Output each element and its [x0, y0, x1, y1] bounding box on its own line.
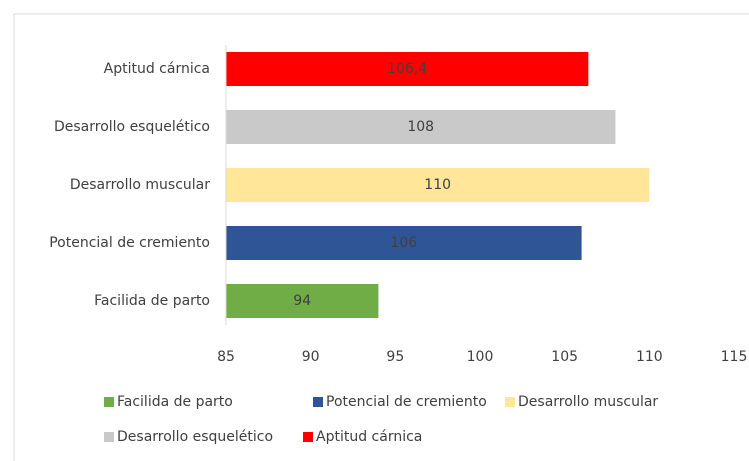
- x-tick-label: 100: [467, 349, 494, 365]
- category-label: Potencial de cremiento: [49, 235, 210, 251]
- x-tick-label: 85: [217, 349, 235, 365]
- category-label: Desarrollo esquelético: [54, 119, 210, 135]
- legend-swatch: [104, 397, 114, 407]
- legend-swatch: [313, 397, 323, 407]
- bar: [226, 52, 589, 86]
- bar: [226, 284, 379, 318]
- data-label: 110: [424, 177, 451, 193]
- legend-swatch: [505, 397, 515, 407]
- data-label: 106: [390, 235, 417, 251]
- x-tick-label: 95: [386, 349, 404, 365]
- legend-label: Potencial de cremiento: [326, 394, 487, 410]
- legend-swatch: [104, 432, 114, 442]
- bar: [226, 110, 616, 144]
- bar: [226, 226, 582, 260]
- legend-label: Facilida de parto: [117, 394, 233, 410]
- legend-swatch: [303, 432, 313, 442]
- legend-label: Desarrollo esquelético: [117, 429, 273, 445]
- x-tick-label: 90: [302, 349, 320, 365]
- legend-label: Desarrollo muscular: [518, 394, 658, 410]
- category-label: Facilida de parto: [94, 293, 210, 309]
- x-tick-label: 115: [721, 349, 748, 365]
- category-label: Desarrollo muscular: [70, 177, 210, 193]
- category-label: Aptitud cárnica: [104, 61, 210, 77]
- legend-label: Aptitud cárnica: [316, 429, 422, 445]
- x-tick-label: 105: [551, 349, 578, 365]
- data-label: 94: [293, 293, 311, 309]
- data-label: 108: [407, 119, 434, 135]
- data-label: 106,4: [387, 61, 427, 77]
- x-tick-label: 110: [636, 349, 663, 365]
- bar: [226, 168, 650, 202]
